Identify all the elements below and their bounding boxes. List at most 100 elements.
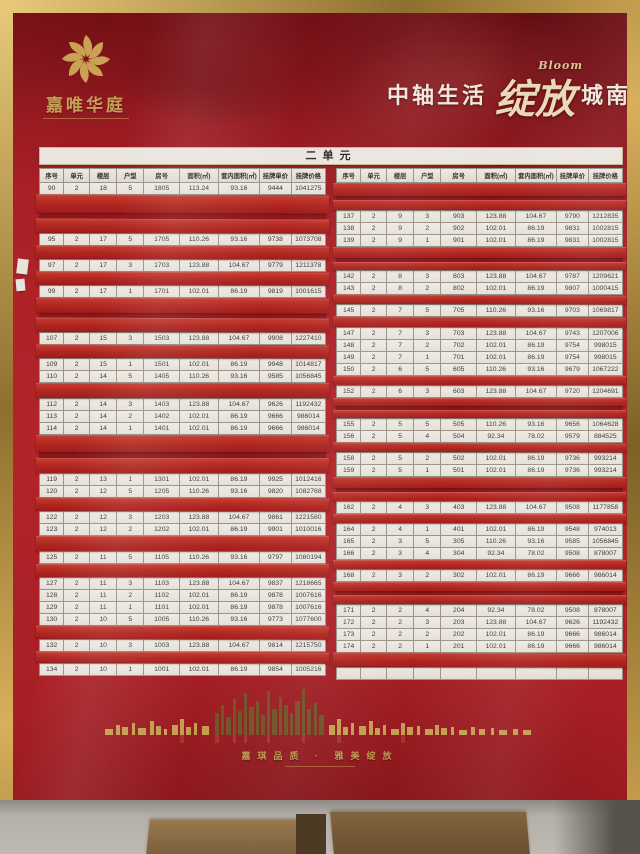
cell: 102.01 <box>180 524 219 536</box>
price-table-left: 序号 单元 楼层 户型 房号 面积(㎡) 套内面积(㎡) 挂牌单价 挂牌价格 90 2 18 5 1805… <box>35 168 330 676</box>
cell: 123.88 <box>477 271 516 283</box>
cell: 102.01 <box>477 283 516 295</box>
cell: 1067222 <box>588 364 623 376</box>
tape-gap <box>336 591 623 595</box>
header-cell: 楼层 <box>90 169 118 183</box>
cell: 305 <box>441 536 478 548</box>
cell: 162 <box>337 502 362 514</box>
cell: 1207006 <box>588 328 623 340</box>
cell: 1192432 <box>588 617 623 629</box>
cell: 92.34 <box>477 605 516 617</box>
cell: 9 <box>387 223 415 235</box>
cell: 1503 <box>144 333 181 345</box>
cell: 114 <box>40 423 65 435</box>
cell: 3 <box>117 260 145 272</box>
cell: 1215750 <box>291 640 326 652</box>
cell <box>361 668 388 680</box>
cell: 884525 <box>588 431 623 443</box>
cell: 2 <box>361 617 388 629</box>
cell: 78.02 <box>515 605 558 617</box>
cell: 9666 <box>557 570 589 582</box>
cell: 9626 <box>557 617 589 629</box>
cell: 5 <box>387 453 415 465</box>
cell: 93.16 <box>218 486 261 498</box>
cell: 104.67 <box>515 211 558 223</box>
cell: 1501 <box>144 359 181 371</box>
cell: 2 <box>64 602 91 614</box>
header-cell: 序号 <box>40 169 65 183</box>
cell: 504 <box>441 431 478 443</box>
unit-row: 125 2 11 5 1105 110.26 93.16 9797 1080194 <box>39 551 326 564</box>
cell: 86.19 <box>515 629 558 641</box>
cell: 2 <box>361 629 388 641</box>
cell: 11 <box>90 552 118 564</box>
cell: 986014 <box>291 423 326 435</box>
cell <box>588 668 623 680</box>
cell: 1 <box>117 286 145 298</box>
cell: 104.67 <box>515 328 558 340</box>
cell: 1012416 <box>291 474 326 486</box>
sold-tape-strip <box>35 317 330 333</box>
cell: 159 <box>337 465 362 477</box>
panel-title: 二单元 <box>39 147 623 165</box>
footer-tagline: 嘉琪品质 · 雅美绽放 <box>241 751 399 761</box>
header-cell: 挂牌单价 <box>557 169 589 183</box>
sold-tape-strip <box>36 564 329 577</box>
cell: 11 <box>90 578 118 590</box>
cell: 1203 <box>144 512 181 524</box>
header-cell: 序号 <box>337 169 362 183</box>
cell: 1192432 <box>291 399 326 411</box>
cell: 9878 <box>260 602 292 614</box>
cell: 2 <box>64 423 91 435</box>
cell: 138 <box>337 223 362 235</box>
city-skyline-graphic <box>105 689 531 743</box>
sold-tape-strip <box>332 442 627 453</box>
cell: 102.01 <box>180 359 219 371</box>
cell: 2 <box>361 431 388 443</box>
cell: 110.26 <box>477 305 516 317</box>
header-cell: 房号 <box>441 169 478 183</box>
cell: 5 <box>117 614 145 626</box>
cell: 5 <box>414 536 442 548</box>
cell: 1080194 <box>291 552 326 564</box>
cell: 145 <box>337 305 362 317</box>
footer-artwork: 嘉琪品质 · 雅美绽放 <box>13 685 627 769</box>
cell: 102.01 <box>180 411 219 423</box>
header-cell: 套内面积(㎡) <box>218 169 261 183</box>
cell: 86.19 <box>218 602 261 614</box>
cell: 2 <box>64 552 91 564</box>
cell: 93.16 <box>218 552 261 564</box>
cell: 9831 <box>557 223 589 235</box>
cell: 2 <box>117 411 145 423</box>
cell: 2 <box>64 260 91 272</box>
unit-row: 172 2 2 3 203 123.88 104.67 9626 1192432 <box>336 617 623 629</box>
cell: 9854 <box>260 664 292 676</box>
unit-row: 148 2 7 2 702 102.01 86.19 9754 998015 <box>336 340 623 352</box>
cell: 2 <box>361 364 388 376</box>
cell: 102.01 <box>477 629 516 641</box>
cell: 2 <box>64 664 91 676</box>
cell: 9754 <box>557 352 589 364</box>
cell: 9779 <box>260 260 292 272</box>
cell: 1218665 <box>291 578 326 590</box>
cell: 302 <box>441 570 478 582</box>
cell: 15 <box>90 359 118 371</box>
cell: 93.16 <box>218 371 261 383</box>
cell: 1703 <box>144 260 181 272</box>
cell: 2 <box>64 411 91 423</box>
unit-row: 165 2 3 5 305 110.26 93.16 9585 1056845 <box>336 536 623 548</box>
cell: 1 <box>414 235 442 247</box>
cell: 1204691 <box>588 386 623 398</box>
sold-tape-strip <box>333 262 626 270</box>
cell: 2 <box>64 614 91 626</box>
unit-row: 123 2 12 2 1202 102.01 86.19 9901 1010016 <box>39 524 326 536</box>
cell: 9 <box>387 211 415 223</box>
cell: 1101 <box>144 602 181 614</box>
cell: 1010016 <box>291 524 326 536</box>
cell: 5 <box>387 419 415 431</box>
cell: 17 <box>90 234 118 246</box>
cell: 2 <box>361 453 388 465</box>
cell: 2 <box>64 640 91 652</box>
cell: 86.19 <box>515 524 558 536</box>
cell: 2 <box>361 328 388 340</box>
